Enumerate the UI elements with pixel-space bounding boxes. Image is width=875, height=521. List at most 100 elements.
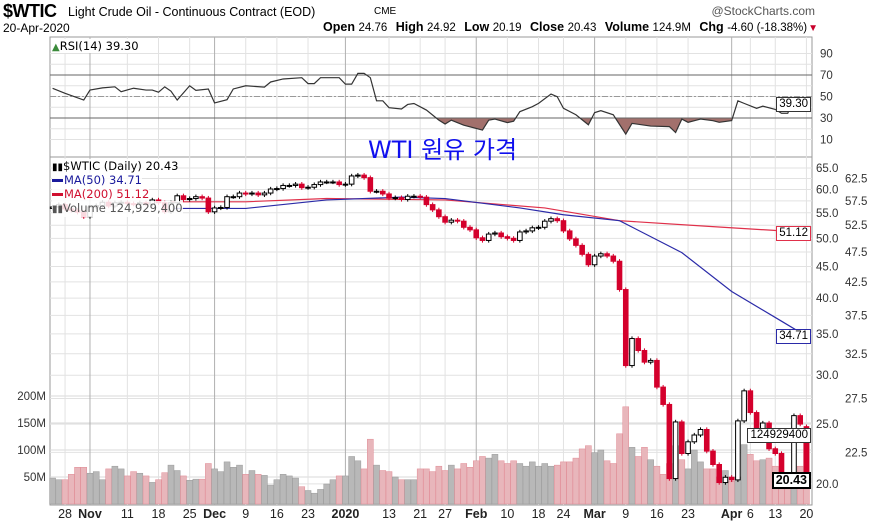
candle-body — [722, 476, 729, 484]
volume-bar — [248, 470, 256, 505]
candle — [199, 194, 205, 201]
candle — [479, 235, 486, 243]
volume-bar — [149, 482, 156, 505]
volume-bar — [223, 461, 231, 505]
candle-body — [193, 196, 199, 200]
candle — [249, 190, 255, 197]
volume-bar — [472, 460, 480, 505]
date-tick-label: 13 — [768, 507, 782, 521]
date-tick-label: Feb — [465, 507, 488, 521]
volume-bar — [585, 445, 592, 505]
candle-body — [529, 227, 536, 232]
candle — [342, 182, 349, 187]
volume-value-tag: 124929400 — [747, 428, 811, 443]
candle-body — [591, 255, 598, 266]
volume-bar — [211, 468, 218, 505]
candle — [598, 251, 604, 259]
candle-body — [186, 198, 193, 201]
high-label: High — [395, 20, 424, 34]
volume-bar — [448, 464, 455, 505]
change-label: Chg — [699, 20, 724, 34]
candle-body — [404, 195, 411, 200]
price-candles — [49, 172, 810, 488]
date-tick-label: 10 — [500, 507, 514, 521]
volume-bar — [529, 461, 536, 505]
price-tick-label: 20.0 — [816, 479, 838, 491]
candle-body — [367, 177, 374, 192]
candle-body — [199, 196, 205, 199]
date-tick-label: 13 — [382, 507, 396, 521]
price-tick-label: 65.0 — [816, 163, 838, 175]
volume-bar — [323, 483, 330, 505]
candle — [186, 196, 193, 202]
candle-body — [616, 260, 623, 291]
volume-bar — [311, 492, 318, 505]
date-tick-label: 27 — [438, 507, 452, 521]
volume-bar — [367, 438, 374, 505]
volume-bar — [354, 460, 362, 505]
candle — [591, 253, 598, 267]
legend-ma50-text: MA(50) 34.71 — [64, 173, 142, 187]
volume-bar — [161, 472, 168, 505]
candle-body — [211, 207, 218, 213]
candle — [772, 446, 779, 456]
rsi-legend-text: RSI(14) 39.30 — [59, 39, 139, 53]
change-value: -4.60 (-18.38%) — [727, 22, 808, 34]
price-tick-label: 57.5 — [845, 196, 867, 208]
volume-bar — [703, 468, 710, 505]
candle — [691, 432, 698, 444]
candle — [311, 182, 318, 190]
volume-bar — [198, 478, 206, 505]
volume-bar — [622, 406, 630, 505]
price-tick-label: 45.0 — [816, 262, 838, 274]
candle-body — [261, 192, 268, 196]
candle-body — [317, 181, 324, 186]
candle — [274, 186, 280, 192]
volume-bar — [111, 465, 119, 505]
candle-body — [560, 220, 567, 232]
date-tick-label: Apr — [721, 507, 743, 521]
candle-body — [330, 181, 336, 184]
volume-tick-label: 50M — [24, 472, 46, 484]
volume-bar — [697, 461, 704, 505]
volume-bar — [124, 475, 131, 505]
volume-bar — [173, 470, 181, 505]
open-value: 24.76 — [358, 22, 388, 34]
volume-bar — [279, 474, 287, 505]
candle-body — [423, 196, 430, 206]
volume-bar — [504, 463, 511, 505]
volume-bar — [560, 461, 567, 505]
price-tick-label: 37.5 — [845, 310, 867, 322]
candle — [242, 190, 249, 197]
volume-bar — [429, 471, 436, 505]
date-tick-label: 2020 — [332, 507, 360, 521]
date-tick-label: 16 — [270, 507, 284, 521]
candle — [454, 218, 461, 224]
volume-bar — [329, 479, 337, 505]
axes: 65.0 62.5 60.0 57.5 55.0 52.5 50.0 47.5 45.0 42.5… — [17, 49, 867, 521]
price-tick-label: 25.0 — [816, 419, 838, 431]
volume-bar — [647, 459, 654, 505]
price-tick-label: 52.5 — [845, 220, 867, 232]
volume-bar — [373, 464, 380, 505]
candle-body — [417, 195, 423, 198]
volume-bar — [117, 468, 125, 505]
candle-body — [460, 220, 467, 228]
volume-bar — [360, 468, 368, 505]
candle-body — [448, 219, 455, 223]
candle-body — [292, 183, 299, 186]
candle-body — [685, 441, 691, 455]
date-tick-label: Dec — [203, 507, 226, 521]
price-tick-label: 60.0 — [816, 184, 838, 196]
candle — [292, 182, 299, 188]
date-tick-label: 6 — [747, 507, 754, 521]
candle-body — [411, 195, 417, 198]
volume-bar — [441, 470, 449, 505]
candle-body — [691, 434, 698, 443]
candle-body — [629, 338, 635, 367]
volume-bar — [678, 459, 686, 505]
candle-body — [336, 181, 342, 186]
date-tick-label: Nov — [78, 507, 102, 521]
candle-body — [735, 420, 741, 481]
candle-body — [741, 390, 747, 422]
